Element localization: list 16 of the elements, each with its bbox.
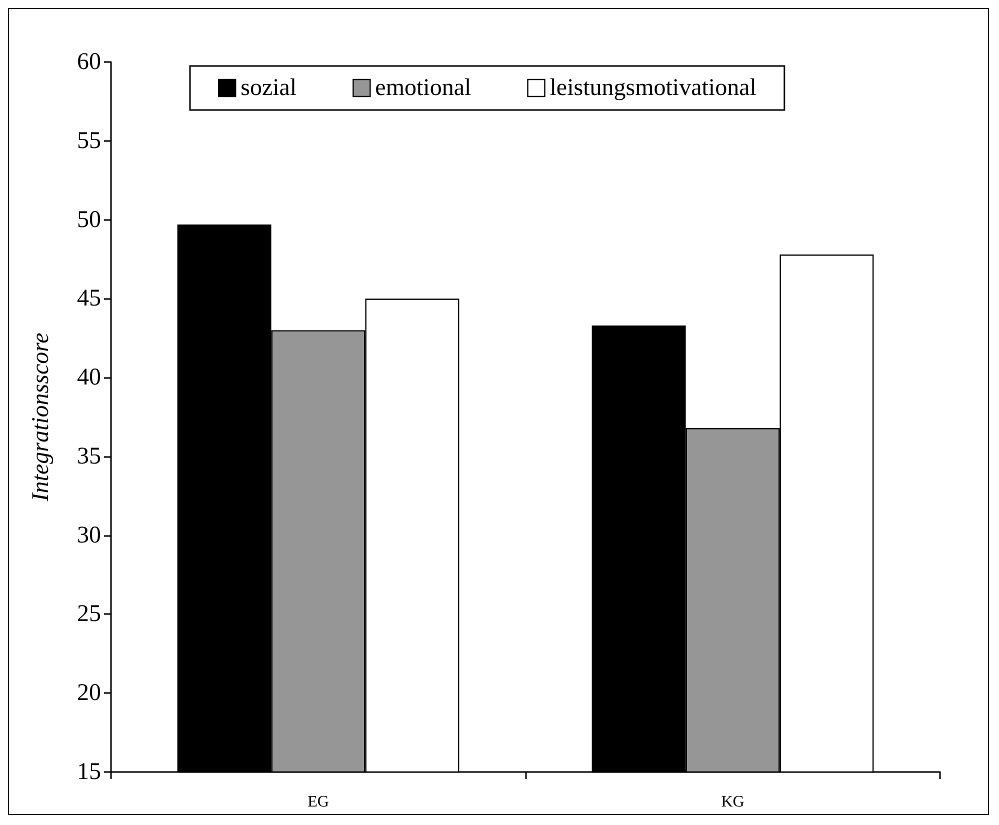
y-tick-label: 35 xyxy=(77,443,101,470)
y-tick-label: 40 xyxy=(77,364,101,391)
legend-label: emotional xyxy=(375,75,472,101)
y-tick-label: 15 xyxy=(77,759,101,785)
y-tick-label: 30 xyxy=(77,522,101,548)
x-tick-label: KG xyxy=(721,794,745,810)
y-tick-label: 55 xyxy=(77,128,101,154)
y-tick-label: 20 xyxy=(77,680,101,706)
x-tick-label: EG xyxy=(308,794,330,810)
legend-label: sozial xyxy=(240,75,297,101)
y-tick-label: 45 xyxy=(77,286,101,312)
y-tick-label: 25 xyxy=(77,601,101,628)
y-tick-label: 60 xyxy=(77,49,101,75)
y-axis-title: Integrationsscore xyxy=(28,332,54,502)
legend-label: leistungsmotivational xyxy=(550,75,757,101)
y-tick-label: 50 xyxy=(77,206,101,233)
